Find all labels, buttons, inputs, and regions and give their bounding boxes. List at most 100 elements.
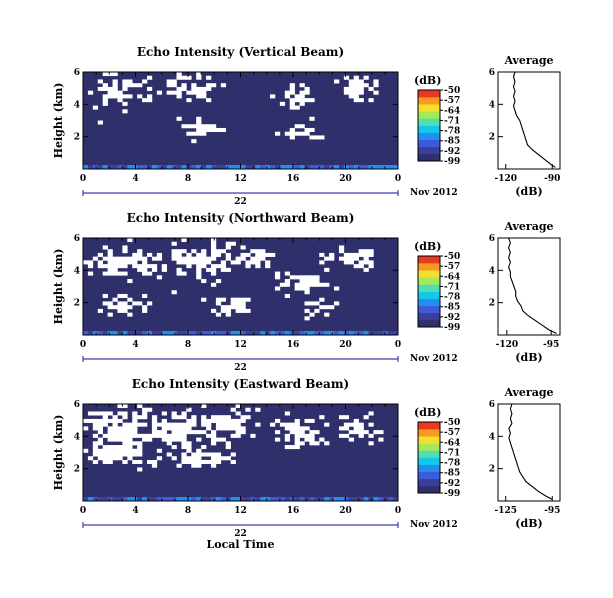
heatmap-gap-cell [201, 422, 207, 427]
heatmap-ground-echo-cell [289, 497, 295, 501]
heatmap-ground-echo-cell [235, 331, 241, 335]
average-y-tick-label: 2 [489, 299, 495, 309]
heatmap-gap-cell [225, 245, 231, 250]
heatmap-gap-cell [270, 94, 276, 99]
heatmap-gap-cell [196, 256, 202, 261]
heatmap-gap-cell [230, 459, 236, 464]
heatmap-ground-echo-cell [137, 165, 143, 169]
heatmap-gap-cell [220, 308, 227, 313]
heatmap-gap-cell [166, 422, 172, 427]
heatmap-gap-cell [97, 418, 103, 423]
heatmap-gap-cell [294, 286, 300, 291]
heatmap-ground-echo-cell [122, 165, 128, 169]
heatmap-gap-cell [117, 271, 123, 276]
heatmap-ground-echo-cell [176, 165, 182, 169]
heatmap-gap-cell [240, 305, 246, 310]
heatmap-gap-cell [368, 411, 374, 416]
heatmap-gap-cell [363, 267, 369, 272]
heatmap-ground-echo-cell [388, 165, 394, 169]
heatmap-gap-cell [343, 260, 350, 265]
heatmap-gap-cell [122, 301, 128, 306]
heatmap-gap-cell [132, 459, 138, 464]
heatmap-gap-cell [225, 418, 231, 423]
heatmap-gap-cell [156, 252, 163, 257]
heatmap-gap-cell [201, 249, 207, 254]
colorbar-tick-label: -64 [444, 272, 460, 282]
average-frame [497, 237, 561, 336]
heatmap-gap-cell [265, 260, 271, 265]
colorbar-segment [418, 277, 440, 285]
average-x-tick-label: -90 [544, 174, 560, 184]
heatmap-ground-echo-cell [260, 165, 266, 169]
heatmap-gap-cell [343, 426, 350, 431]
heatmap-gap-cell [142, 260, 148, 265]
heatmap-gap-cell [122, 411, 128, 416]
heatmap-gap-cell [314, 135, 320, 140]
heatmap-gap-cell [358, 249, 364, 254]
heatmap-gap-cell [284, 279, 291, 284]
heatmap-gap-cell [220, 127, 227, 132]
y-tick-label: 2 [74, 465, 80, 475]
heatmap-gap-cell [304, 282, 310, 287]
heatmap-ground-echo-cell [201, 331, 207, 335]
heatmap-gap-cell [309, 301, 315, 306]
heatmap-gap-cell [186, 448, 192, 453]
heatmap-ground-echo-cell [230, 331, 236, 335]
heatmap-ground-echo-cell [132, 497, 138, 501]
heatmap-gap-cell [201, 256, 207, 261]
heatmap-gap-cell [289, 105, 295, 110]
heatmap-gap-cell [353, 79, 359, 84]
heatmap-gap-cell [102, 83, 108, 88]
heatmap-gap-cell [309, 418, 315, 423]
heatmap-ground-echo-cell [314, 165, 320, 169]
heatmap-gap-cell [358, 83, 364, 88]
heatmap-gap-cell [299, 98, 305, 103]
heatmap-gap-cell [142, 79, 148, 84]
colorbar-tick-label: -85 [444, 469, 460, 479]
heatmap-gap-cell [304, 433, 310, 438]
heatmap-gap-cell [343, 256, 350, 261]
heatmap-gap-cell [181, 256, 187, 261]
heatmap-gap-cell [166, 90, 172, 95]
heatmap-gap-cell [142, 271, 148, 276]
heatmap-gap-cell [348, 94, 354, 99]
heatmap-ground-echo-cell [240, 165, 246, 169]
heatmap-gap-cell [319, 282, 325, 287]
heatmap-ground-echo-cell [196, 497, 202, 501]
heatmap-gap-cell [102, 264, 108, 269]
heatmap-gap-cell [225, 241, 231, 246]
heatmap-gap-cell [196, 94, 202, 99]
heatmap-gap-cell [255, 249, 261, 254]
heatmap-gap-cell [338, 426, 345, 431]
heatmap-ground-echo-cell [274, 497, 281, 501]
heatmap-gap-cell [102, 452, 108, 457]
heatmap-ground-echo-cell [255, 331, 261, 335]
heatmap-ground-echo-cell [284, 497, 291, 501]
heatmap-gap-cell [324, 441, 330, 446]
heatmap-ground-echo-cell [304, 331, 310, 335]
heatmap-gap-cell [102, 245, 108, 250]
heatmap-ground-echo-cell [225, 331, 231, 335]
heatmap-gap-cell [122, 448, 128, 453]
heatmap-ground-echo-cell [383, 497, 389, 501]
heatmap-gap-cell [122, 441, 128, 446]
heatmap-gap-cell [284, 411, 291, 416]
heatmap-gap-cell [196, 267, 202, 272]
x-tick-label: 8 [185, 340, 191, 350]
heatmap-gap-cell [127, 260, 133, 265]
heatmap-gap-cell [107, 72, 113, 77]
heatmap-gap-cell [201, 459, 207, 464]
heatmap-ground-echo-cell [319, 497, 325, 501]
heatmap-gap-cell [294, 433, 300, 438]
heatmap-ground-echo-cell [329, 497, 335, 501]
heatmap-gap-cell [186, 90, 192, 95]
heatmap-ground-echo-cell [270, 497, 276, 501]
heatmap-gap-cell [196, 75, 202, 80]
heatmap-gap-cell [117, 293, 123, 298]
heatmap-gap-cell [122, 260, 128, 265]
heatmap-gap-cell [235, 404, 241, 409]
heatmap-gap-cell [176, 426, 182, 431]
heatmap-gap-cell [215, 415, 222, 420]
heatmap-gap-cell [87, 90, 94, 95]
heatmap-gap-cell [151, 422, 158, 427]
